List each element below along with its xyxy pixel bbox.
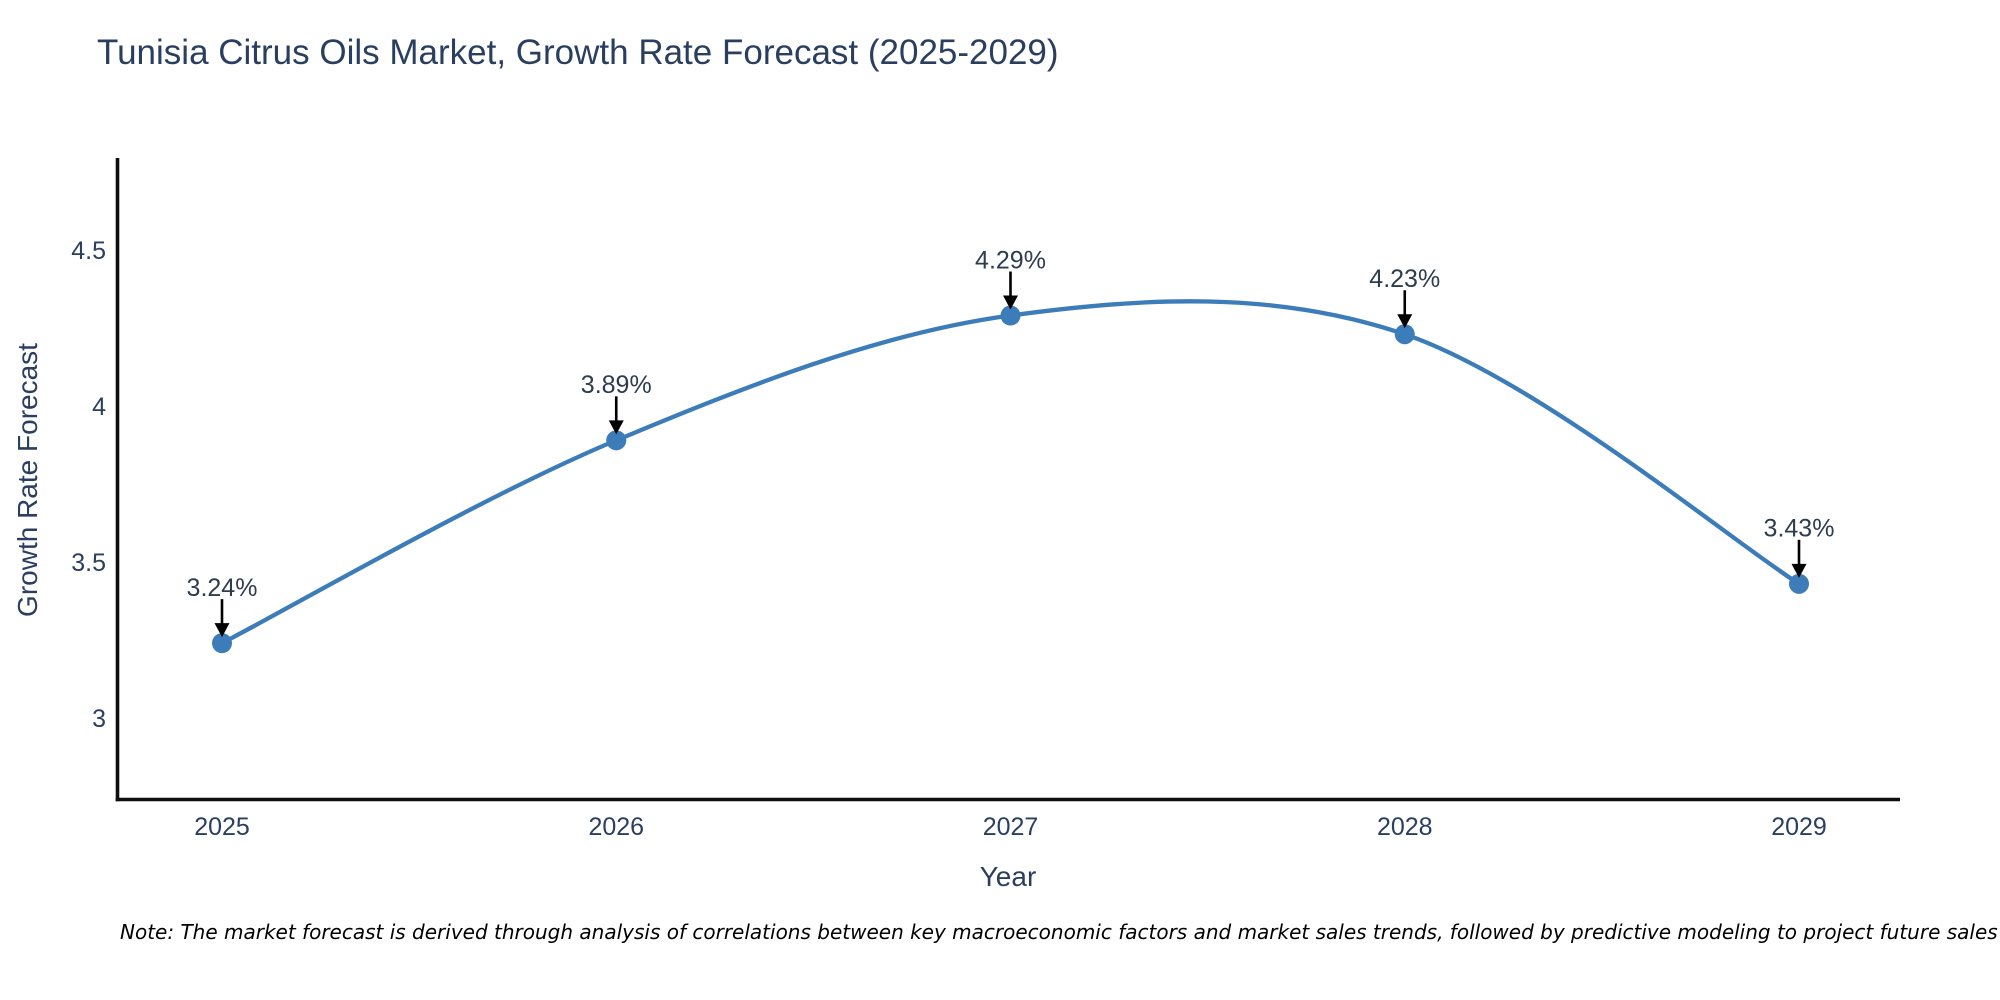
point-annotation-label: 3.43% (1764, 515, 1835, 543)
y-axis-tick-labels: 4.5 4 3.5 3 (71, 237, 106, 733)
data-point-marker[interactable] (212, 633, 232, 654)
y-tick-label: 3.5 (71, 549, 106, 577)
point-annotation: 4.23% (1369, 265, 1440, 329)
data-point-marker[interactable] (1000, 305, 1021, 326)
x-tick-label: 2027 (983, 813, 1039, 841)
x-tick-label: 2028 (1377, 813, 1433, 841)
x-axis-tick-labels: 2025 2026 2027 2028 2029 (194, 813, 1827, 841)
annotation-arrowhead (1397, 314, 1413, 329)
plot-area[interactable] (117, 158, 1901, 800)
point-annotation-label: 3.89% (581, 371, 652, 399)
point-annotations: 3.24% 3.89% 4.29% 4.23% 3.43% (187, 246, 1835, 638)
chart-title: Tunisia Citrus Oils Market, Growth Rate … (97, 33, 1059, 72)
annotation-arrowhead (608, 420, 624, 435)
data-point-marker[interactable] (606, 430, 627, 451)
point-annotation: 4.29% (975, 246, 1046, 310)
annotation-arrowhead (214, 623, 230, 638)
annotation-arrowhead (1003, 295, 1018, 310)
point-annotation-label: 3.24% (187, 574, 258, 602)
point-annotation-label: 4.23% (1369, 265, 1440, 293)
annotation-arrowhead (1791, 563, 1807, 578)
forecast-line-series (212, 299, 1809, 654)
point-annotation: 3.89% (581, 371, 652, 435)
y-tick-label: 3 (92, 705, 106, 733)
point-annotation: 3.43% (1764, 515, 1835, 578)
data-point-marker[interactable] (1394, 324, 1415, 345)
data-point-marker[interactable] (1789, 573, 1809, 594)
x-axis-title: Year (980, 861, 1037, 892)
x-tick-label: 2026 (588, 813, 644, 841)
point-annotation: 3.24% (187, 574, 258, 638)
x-tick-label: 2025 (194, 813, 250, 841)
point-annotation-label: 4.29% (975, 246, 1046, 274)
y-tick-label: 4 (92, 393, 106, 421)
footnote: Note: The market forecast is derived thr… (120, 920, 1998, 944)
y-tick-label: 4.5 (71, 237, 106, 265)
x-tick-label: 2029 (1771, 813, 1827, 841)
y-axis-title: Growth Rate Forecast (12, 343, 43, 617)
